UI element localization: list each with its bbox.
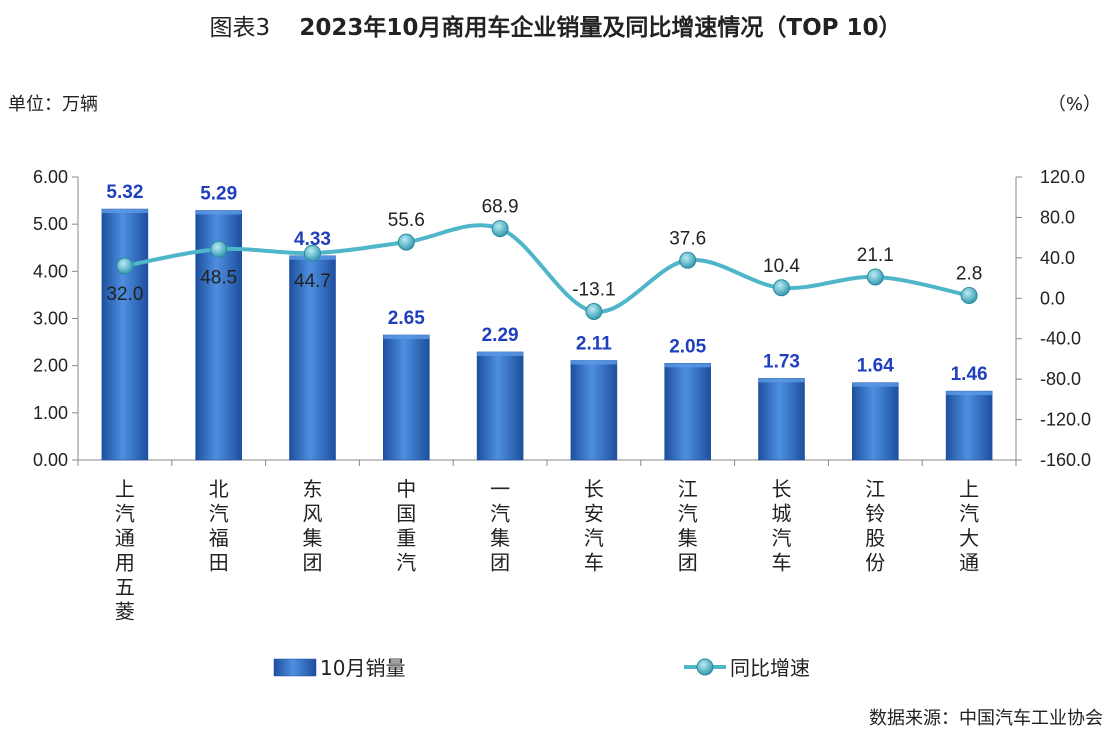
bar-top [101,209,148,214]
bar-top [946,391,993,396]
bar-top [852,382,899,387]
bar [851,382,899,461]
line-marker [397,233,415,251]
category-label: 江汽集团 [678,477,698,575]
bar-top [477,351,524,356]
category-label: 上汽大通 [959,477,979,575]
line-marker [679,251,697,269]
bar [476,351,524,461]
right-axis-tick-label: -160.0 [1040,450,1091,470]
bar-value-label: 1.46 [951,364,988,385]
right-axis-tick-label: 0.0 [1040,288,1065,308]
bar-value-label: 5.32 [106,182,143,203]
line-value-label: 2.8 [956,263,982,284]
left-axis-tick-label: 1.00 [33,403,68,423]
line-series [116,220,978,321]
bar [945,390,993,461]
right-axis-tick-label: -120.0 [1040,410,1091,430]
category-label: 东风集团 [303,477,323,575]
category-label: 长安汽车 [584,477,604,575]
data-source: 数据来源：中国汽车工业协会 [869,708,1103,729]
left-axis-tick-label: 4.00 [33,261,68,281]
line-marker [773,279,790,297]
bar-value-label: 2.29 [482,325,519,346]
bar-value-label: 2.65 [388,308,425,329]
bar [570,360,618,461]
legend-bar-label: 10月销量 [320,656,405,680]
line-marker [210,240,228,258]
bar-top [664,363,711,368]
bar-value-label: 1.73 [763,351,800,372]
line-value-label: 37.6 [669,228,706,249]
category-label: 一汽集团 [490,477,510,575]
line-value-label: 55.6 [388,210,425,231]
line-value-label: 32.0 [106,284,143,305]
line-marker [585,303,603,321]
line-value-label: 48.5 [200,267,237,288]
bar-value-label: 2.05 [669,336,706,357]
line-marker [491,220,509,238]
left-axis-tick-label: 2.00 [33,356,68,376]
title-main: 2023年10月商用车企业销量及同比增速情况（TOP 10） [299,15,902,41]
bar-value-label: 2.11 [576,333,612,354]
right-axis-tick-label: -40.0 [1040,329,1081,349]
category-labels: 上汽通用五菱 北汽福田 东风集团 中国重汽 一汽集团 长安汽车 江汽集团 长城汽车 江铃股份 上汽… [115,477,979,624]
bar-top [195,210,242,215]
chart-title: 图表3 2023年10月商用车企业销量及同比增速情况（TOP 10） [0,8,1111,42]
category-label: 江铃股份 [865,477,885,575]
category-label: 北汽福田 [209,477,229,575]
line-marker [304,244,321,262]
line-value-label: -13.1 [572,280,615,301]
bar [289,255,336,461]
legend-line-label: 同比增速 [730,656,810,680]
bar-value-label: 4.33 [294,229,331,250]
line-value-label: 21.1 [857,245,894,266]
right-axis-tick-label: 40.0 [1040,248,1075,268]
left-axis-tick-label: 3.00 [33,309,68,329]
line-marker [960,286,978,304]
bar-top [758,378,805,383]
category-label: 中国重汽 [396,477,416,575]
right-axis-unit: （%） [1047,94,1101,115]
line-value-label: 44.7 [294,271,331,292]
right-axis-tick-label: 120.0 [1040,167,1085,187]
bar-value-label: 1.64 [857,356,894,377]
right-axis-tick-label: -80.0 [1040,369,1081,389]
left-axis-tick-label: 0.00 [33,450,68,470]
left-axis-tick-label: 5.00 [33,214,68,234]
data-labels: 5.32 5.29 4.33 2.65 2.29 2.11 2.05 1.73 1.64 1.46… [106,182,987,385]
bar-series [101,208,993,461]
legend: 10月销量 同比增速 [273,656,810,680]
legend-line-marker [696,658,714,676]
bar [382,334,430,461]
bar-top [570,360,617,365]
bar-value-label: 5.29 [200,183,237,204]
bar [664,363,712,461]
growth-line [124,223,970,314]
title-prefix: 图表3 [209,15,271,41]
legend-bar-swatch [273,658,317,677]
left-axis-unit: 单位：万辆 [8,94,98,115]
category-label: 长城汽车 [772,477,792,575]
category-label: 上汽通用五菱 [115,477,135,624]
bar-top [383,335,430,340]
line-marker [116,257,134,275]
left-axis-tick-label: 6.00 [33,167,68,187]
bar [101,208,149,461]
bar [758,378,805,461]
axes: 0.00 1.00 2.00 3.00 4.00 5.00 6.00 -160.0 -120.0… [33,167,1091,470]
line-value-label: 10.4 [763,256,800,277]
line-marker [866,268,884,286]
line-value-label: 68.9 [482,197,519,218]
right-axis-tick-label: 80.0 [1040,207,1075,227]
